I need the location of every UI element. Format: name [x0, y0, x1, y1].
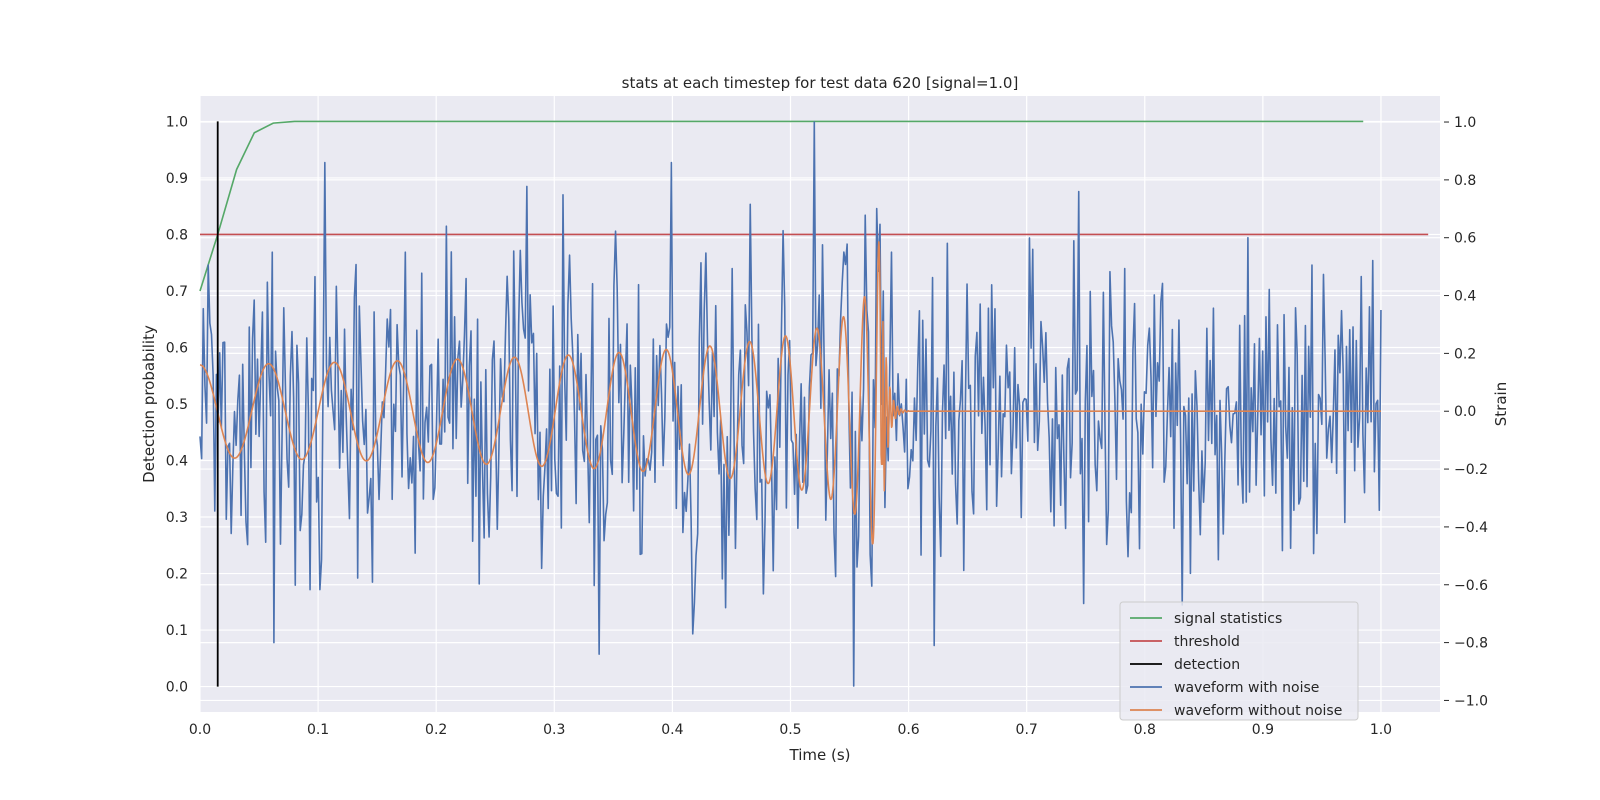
x-tick-label: 0.1 — [307, 722, 329, 738]
y-left-tick-labels: 0.0 0.1 0.2 0.3 0.4 0.5 0.6 0.7 0.8 0.9 1.0 — [166, 114, 188, 695]
y-right-tick-label: 0.6 — [1454, 231, 1476, 247]
series-waveform-without-noise — [199, 241, 1382, 545]
legend-label: signal statistics — [1174, 611, 1282, 627]
y-left-tick-label: 0.5 — [166, 397, 188, 413]
x-tick-label: 0.6 — [897, 722, 919, 738]
y-left-tick-label: 0.8 — [166, 227, 188, 243]
legend-label: threshold — [1174, 634, 1240, 650]
series-layer — [199, 120, 1429, 687]
y-right-axis-title: Strain — [1492, 382, 1510, 426]
legend-label: waveform with noise — [1174, 680, 1319, 696]
y-right-tick-label: −0.6 — [1454, 578, 1488, 594]
series-signal-statistics — [199, 120, 1364, 292]
y-left-tick-label: 0.6 — [166, 340, 188, 356]
x-tick-label: 0.5 — [779, 722, 801, 738]
y-right-tick-label: −0.4 — [1454, 520, 1488, 536]
y-right-tick-label: 0.0 — [1454, 404, 1476, 420]
x-axis-title: Time (s) — [789, 746, 851, 764]
y-right-tick-label: 0.2 — [1454, 346, 1476, 362]
legend: signal statistics threshold detection wavef… — [1119, 601, 1359, 721]
y-left-axis-title: Detection probability — [140, 325, 158, 483]
y-left-tick-label: 0.4 — [166, 454, 188, 470]
y-left-tick-label: 1.0 — [166, 114, 188, 130]
x-tick-labels: 0.0 0.1 0.2 0.3 0.4 0.5 0.6 0.7 0.8 0.9 1.0 — [189, 722, 1392, 738]
x-tick-label: 0.9 — [1252, 722, 1274, 738]
y-left-tick-label: 0.0 — [166, 680, 188, 696]
x-tick-label: 0.7 — [1016, 722, 1038, 738]
y-right-tick-label: 0.8 — [1454, 173, 1476, 189]
y-right-tick-label: −0.2 — [1454, 462, 1488, 478]
y-left-tick-label: 0.7 — [166, 284, 188, 300]
y-right-tick-label: 0.4 — [1454, 289, 1476, 305]
x-tick-label: 1.0 — [1370, 722, 1392, 738]
x-tick-label: 0.3 — [543, 722, 565, 738]
y-right-tick-label: 1.0 — [1454, 115, 1476, 131]
y-left-tick-label: 0.1 — [166, 623, 188, 639]
legend-label: waveform without noise — [1174, 703, 1342, 719]
x-tick-label: 0.8 — [1134, 722, 1156, 738]
legend-box — [1119, 601, 1359, 721]
y-right-tick-label: −0.8 — [1454, 636, 1488, 652]
x-tick-label: 0.4 — [661, 722, 683, 738]
y-right-tick-label: −1.0 — [1454, 693, 1488, 709]
y-left-tick-label: 0.2 — [166, 567, 188, 583]
x-tick-label: 0.0 — [189, 722, 211, 738]
y-right-tick-labels: −1.0 −0.8 −0.6 −0.4 −0.2 0.0 0.2 0.4 0.6 0.8 1.0 — [1444, 115, 1488, 709]
series-waveform-with-noise — [199, 121, 1382, 687]
y-left-tick-label: 0.3 — [166, 510, 188, 526]
y-left-tick-label: 0.9 — [166, 171, 188, 187]
legend-label: detection — [1174, 657, 1240, 673]
chart-title: stats at each timestep for test data 620… — [622, 74, 1019, 92]
x-tick-label: 0.2 — [425, 722, 447, 738]
